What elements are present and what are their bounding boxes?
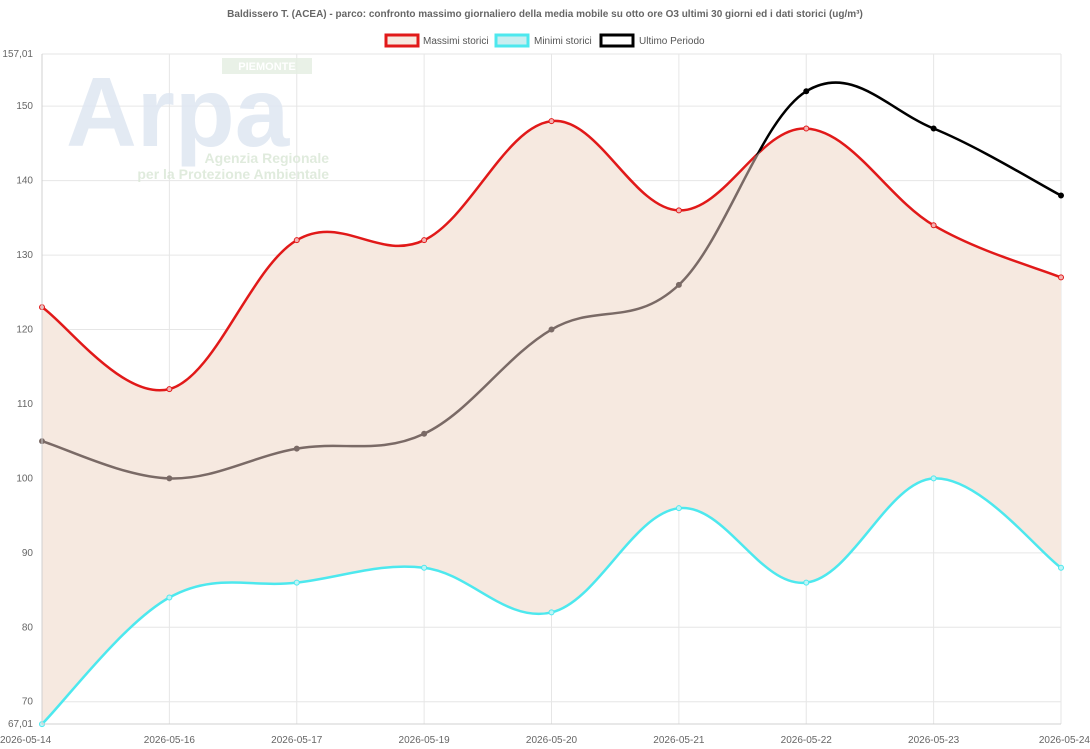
point-ultimo[interactable] [548,326,555,333]
watermark-logo-word: Arpa [66,57,291,167]
x-tick-label: 2026-05-20 [526,735,578,746]
legend: Massimi storici Minimi storici Ultimo Pe… [384,33,705,48]
x-tick-label: 2026-05-17 [271,735,323,746]
y-tick-label: 70 [22,697,34,708]
point-minimi[interactable] [930,475,937,482]
y-tick-label: 120 [16,325,33,336]
series-line-minimi [41,477,1062,725]
historical-range-band [42,120,1061,725]
x-tick-label: 2026-05-19 [399,735,451,746]
point-massimi[interactable] [803,125,810,132]
max-min-fill-area [42,120,1061,725]
legend-label-minimi: Minimi storici [534,36,592,47]
point-minimi[interactable] [421,564,428,571]
x-tick-label: 2026-05-24 [1039,735,1090,746]
y-tick-label: 150 [16,101,33,112]
point-minimi[interactable] [293,579,300,586]
y-tick-label: 157,01 [2,49,33,60]
y-tick-label: 140 [16,176,33,187]
legend-label-ultimo: Ultimo Periodo [639,36,705,47]
point-ultimo[interactable] [1058,192,1064,199]
point-massimi[interactable] [1058,274,1064,281]
y-tick-label: 80 [22,622,34,633]
watermark-region-badge: PIEMONTE [238,61,295,73]
y-tick-label: 130 [16,250,33,261]
point-minimi[interactable] [166,594,173,601]
point-massimi[interactable] [548,118,555,125]
arpa-watermark-logo: Arpa PIEMONTE Agenzia Regionale per la P… [66,57,329,182]
point-ultimo[interactable] [675,281,682,288]
x-tick-label: 2026-05-14 [0,735,52,746]
point-minimi[interactable] [1058,564,1064,571]
chart-title: Baldissero T. (ACEA) - parco: confronto … [227,9,863,20]
x-tick-label: 2026-05-22 [781,735,833,746]
watermark-line2: per la Protezione Ambientale [137,166,329,182]
legend-item-ultimo[interactable]: Ultimo Periodo [599,33,705,48]
point-ultimo[interactable] [421,430,428,437]
series-line-ultimo-inside-range [42,120,1061,480]
y-tick-label: 90 [22,548,34,559]
point-ultimo[interactable] [930,125,937,132]
point-massimi[interactable] [293,237,300,244]
legend-label-massimi: Massimi storici [423,36,489,47]
y-tick-label: 100 [16,473,33,484]
watermark-line1: Agenzia Regionale [205,150,330,166]
point-massimi[interactable] [930,222,937,229]
point-massimi[interactable] [166,386,173,393]
axes: 67,01 70 80 90 100 110 120 130 140 150 157,01 2026-… [0,49,1090,746]
legend-item-minimi[interactable]: Minimi storici [494,33,592,48]
x-tick-label: 2026-05-21 [653,735,705,746]
point-massimi[interactable] [675,207,682,214]
legend-swatch-massimi [384,33,420,48]
x-tick-label: 2026-05-16 [144,735,196,746]
point-ultimo[interactable] [293,445,300,452]
y-tick-label: 67,01 [8,719,33,730]
point-minimi[interactable] [675,505,682,512]
y-tick-label: 110 [17,399,33,410]
series-points [39,88,1064,728]
legend-swatch-minimi [494,33,530,48]
legend-item-massimi[interactable]: Massimi storici [384,33,489,48]
point-minimi[interactable] [803,579,810,586]
point-ultimo[interactable] [166,475,173,482]
point-ultimo[interactable] [803,88,810,95]
watermark-badge-background [222,58,312,74]
legend-swatch-ultimo [599,33,635,48]
point-minimi[interactable] [548,609,555,616]
point-massimi[interactable] [421,237,428,244]
x-tick-label: 2026-05-23 [908,735,960,746]
